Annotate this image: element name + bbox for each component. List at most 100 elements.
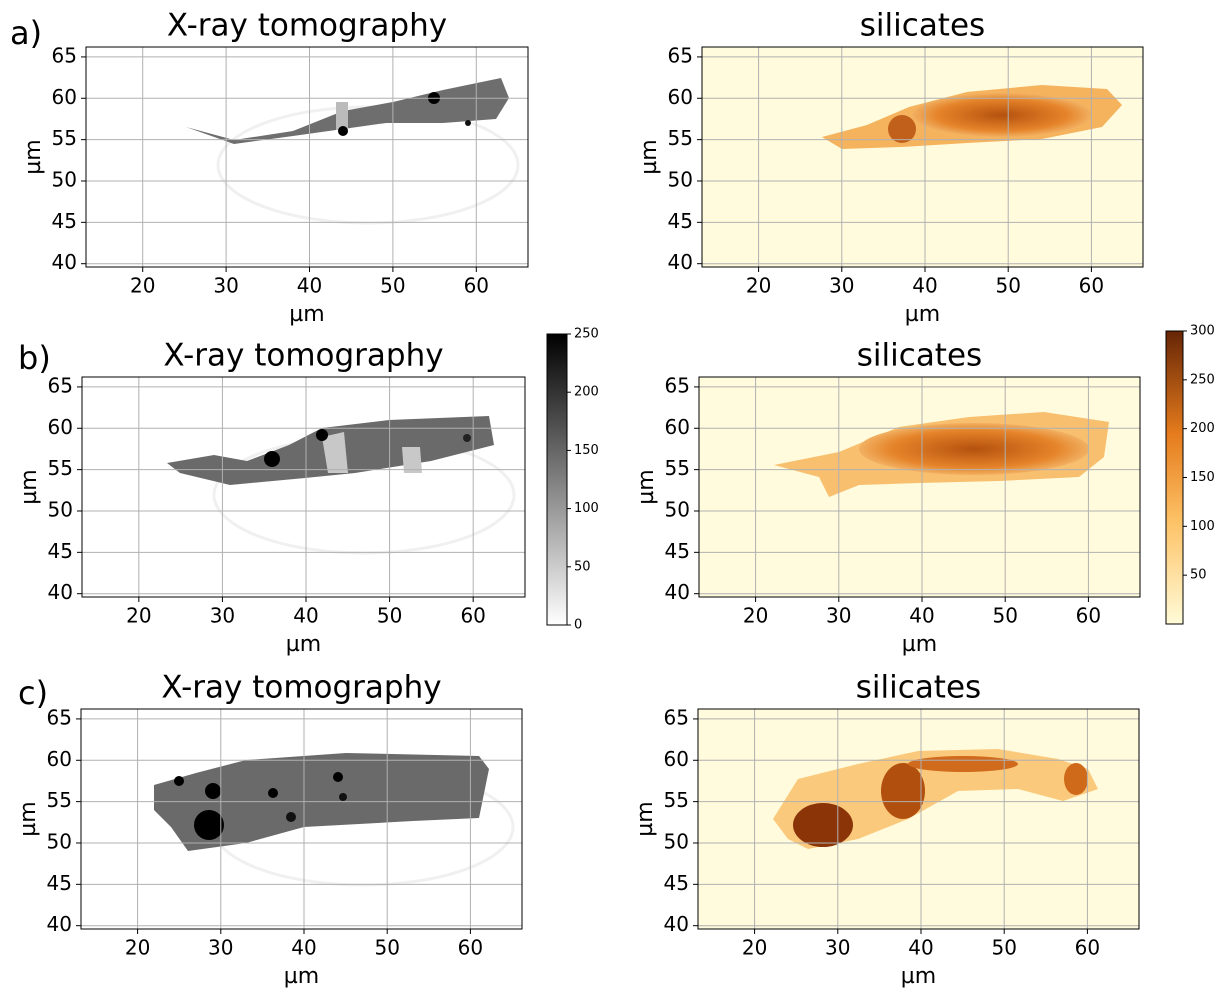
y-tick-label: 40 (52, 250, 77, 274)
y-tick-label: 60 (664, 747, 689, 771)
y-tick-label: 55 (47, 788, 72, 812)
colorbar-tick-label: 200 (1190, 421, 1215, 436)
plot-frame (80, 708, 523, 930)
y-tick-label: 40 (47, 912, 72, 936)
y-tick-label: 60 (52, 85, 77, 109)
image-content (774, 412, 1109, 497)
x-tick-label: 30 (825, 936, 850, 960)
x-tick-label: 40 (908, 936, 933, 960)
x-tick-label: 40 (291, 936, 316, 960)
y-tick-label: 50 (668, 167, 693, 191)
y-tick-label: 55 (668, 126, 693, 150)
y-tick-label: 55 (52, 126, 77, 150)
x-tick-label: 20 (746, 274, 771, 298)
y-tick-label: 65 (48, 373, 73, 397)
colorbar-tick-label: 200 (574, 385, 599, 400)
y-tick-label: 45 (48, 539, 73, 563)
colorbar-tick-label: 150 (1190, 470, 1215, 485)
x-tick-label: 40 (293, 604, 318, 628)
x-axis-label: µm (286, 632, 321, 657)
y-axis-label: µm (637, 139, 662, 174)
image-bg (699, 377, 1140, 597)
colorbar-tick-label: 250 (574, 327, 599, 342)
y-axis-label: µm (21, 139, 46, 174)
x-tick-label: 20 (743, 604, 768, 628)
x-axis-label: µm (289, 302, 324, 327)
y-axis-label: µm (633, 801, 658, 836)
x-tick-label: 30 (213, 274, 238, 298)
y-tick-label: 45 (52, 209, 77, 233)
x-tick-label: 50 (995, 274, 1020, 298)
x-tick-label: 60 (1075, 936, 1100, 960)
colorbar-tick-label: 100 (574, 501, 599, 516)
x-tick-label: 50 (992, 604, 1017, 628)
x-tick-label: 40 (909, 604, 934, 628)
image-bg (698, 709, 1139, 929)
y-tick-label: 45 (664, 871, 689, 895)
x-tick-label: 60 (458, 936, 483, 960)
y-tick-label: 45 (665, 539, 690, 563)
plot-frame (701, 46, 1144, 268)
colorbar (546, 333, 568, 626)
plot-frame (81, 376, 526, 598)
y-tick-label: 55 (48, 456, 73, 480)
y-tick-label: 65 (52, 43, 77, 67)
colorbar-tick-label: 250 (1190, 372, 1215, 387)
x-axis-label: µm (905, 302, 940, 327)
x-tick-label: 50 (374, 936, 399, 960)
panel-label: a) (10, 14, 42, 52)
colorbar-tick-label: 50 (574, 559, 591, 574)
y-tick-label: 50 (665, 497, 690, 521)
x-tick-label: 20 (742, 936, 767, 960)
y-tick-label: 45 (47, 871, 72, 895)
image-content (186, 78, 520, 225)
plot-frame (698, 376, 1141, 598)
image-content (167, 416, 516, 555)
image-content (822, 85, 1122, 149)
panel-title: X-ray tomography (161, 670, 441, 706)
x-tick-label: 30 (826, 604, 851, 628)
x-axis-label: µm (284, 964, 319, 989)
panel-title: silicates (860, 8, 985, 44)
x-tick-label: 60 (464, 274, 489, 298)
y-tick-label: 50 (664, 829, 689, 853)
x-tick-label: 20 (125, 936, 150, 960)
panel-title: silicates (856, 670, 981, 706)
y-tick-label: 40 (664, 912, 689, 936)
panel-label: b) (18, 339, 51, 377)
y-tick-label: 65 (665, 373, 690, 397)
y-tick-label: 65 (668, 43, 693, 67)
x-tick-label: 50 (991, 936, 1016, 960)
x-tick-label: 60 (1076, 604, 1101, 628)
y-tick-label: 60 (668, 85, 693, 109)
colorbar-tick-label: 300 (1190, 324, 1215, 339)
y-tick-label: 40 (668, 250, 693, 274)
y-axis-label: µm (634, 469, 659, 504)
y-tick-label: 50 (52, 167, 77, 191)
y-tick-label: 65 (664, 705, 689, 729)
image-content (773, 749, 1098, 849)
colorbar-tick-label: 0 (574, 618, 582, 633)
panel-label: c) (18, 674, 48, 712)
y-axis-label: µm (16, 801, 41, 836)
y-tick-label: 40 (48, 580, 73, 604)
x-axis-label: µm (901, 964, 936, 989)
panel-title: silicates (857, 338, 982, 374)
y-tick-label: 60 (48, 415, 73, 439)
y-tick-label: 60 (665, 415, 690, 439)
x-tick-label: 40 (297, 274, 322, 298)
y-tick-label: 60 (47, 747, 72, 771)
x-tick-label: 40 (912, 274, 937, 298)
x-axis-label: µm (902, 632, 937, 657)
x-tick-label: 30 (208, 936, 233, 960)
x-tick-label: 60 (1079, 274, 1104, 298)
x-tick-label: 30 (210, 604, 235, 628)
image-bg (86, 47, 528, 267)
colorbar-tick-label: 50 (1190, 568, 1207, 583)
y-tick-label: 55 (664, 788, 689, 812)
y-tick-label: 65 (47, 705, 72, 729)
x-tick-label: 20 (130, 274, 155, 298)
y-tick-label: 40 (665, 580, 690, 604)
x-tick-label: 20 (126, 604, 151, 628)
